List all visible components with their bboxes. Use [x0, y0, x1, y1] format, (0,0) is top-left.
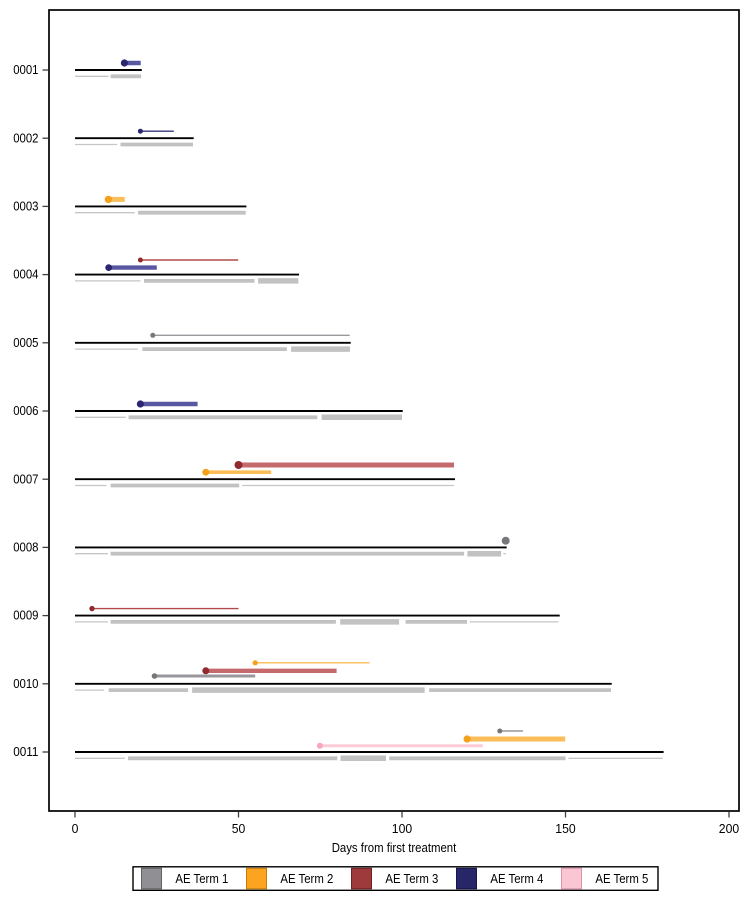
svg-text:0003: 0003 — [13, 199, 38, 214]
svg-text:150: 150 — [555, 821, 575, 836]
svg-text:0008: 0008 — [13, 540, 38, 555]
svg-text:0004: 0004 — [13, 267, 38, 282]
svg-text:AE Term 5: AE Term 5 — [595, 871, 648, 886]
svg-text:0007: 0007 — [13, 471, 38, 486]
svg-text:0011: 0011 — [13, 744, 38, 759]
svg-text:0010: 0010 — [13, 676, 38, 691]
svg-text:Days from first treatment: Days from first treatment — [332, 840, 457, 855]
svg-text:0009: 0009 — [13, 608, 38, 623]
svg-text:0002: 0002 — [13, 130, 38, 145]
svg-text:AE Term 1: AE Term 1 — [175, 871, 228, 886]
svg-text:0005: 0005 — [13, 335, 38, 350]
svg-text:200: 200 — [719, 821, 739, 836]
svg-text:AE Term 3: AE Term 3 — [385, 871, 438, 886]
svg-text:0: 0 — [72, 821, 79, 836]
svg-text:0006: 0006 — [13, 403, 38, 418]
svg-text:AE Term 4: AE Term 4 — [490, 871, 543, 886]
svg-text:50: 50 — [232, 821, 246, 836]
svg-text:100: 100 — [392, 821, 412, 836]
svg-text:AE Term 2: AE Term 2 — [280, 871, 333, 886]
svg-text:0001: 0001 — [13, 62, 38, 77]
